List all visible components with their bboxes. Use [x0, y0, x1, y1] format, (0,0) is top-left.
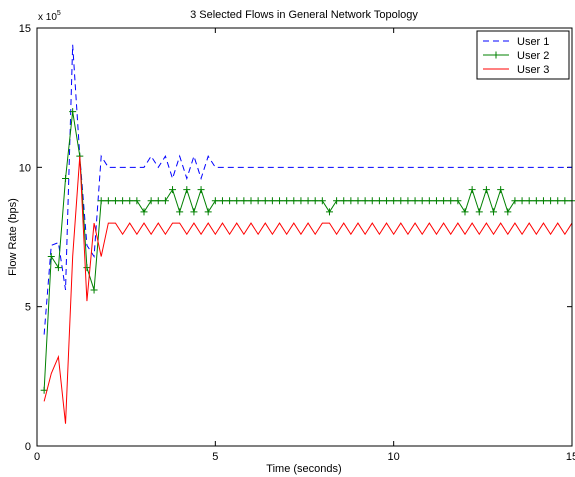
- data-point-user-2: [539, 197, 547, 205]
- data-point-user-2: [147, 197, 155, 205]
- legend-marker-user-2: [492, 51, 500, 59]
- data-point-user-2: [283, 197, 291, 205]
- data-point-user-2: [211, 197, 219, 205]
- data-point-user-2: [440, 197, 448, 205]
- data-point-user-2: [197, 186, 205, 194]
- y-tick-label: 5: [25, 302, 31, 314]
- data-point-user-2: [176, 208, 184, 216]
- data-point-user-2: [468, 186, 476, 194]
- data-point-user-2: [140, 208, 148, 216]
- data-point-user-2: [425, 197, 433, 205]
- data-point-user-2: [311, 197, 319, 205]
- data-point-user-2: [226, 197, 234, 205]
- y-tick-label: 0: [25, 441, 31, 453]
- chart-legend: User 1 User 2 User 3: [476, 30, 570, 80]
- data-point-user-2: [254, 197, 262, 205]
- x-tick-label: 0: [34, 451, 40, 463]
- data-point-user-2: [154, 197, 162, 205]
- data-point-user-2: [333, 197, 341, 205]
- data-point-user-2: [354, 197, 362, 205]
- data-point-user-2: [268, 197, 276, 205]
- y-tick-label: 10: [19, 162, 31, 174]
- data-point-user-2: [183, 186, 191, 194]
- data-point-user-2: [62, 174, 70, 182]
- data-point-user-2: [261, 197, 269, 205]
- data-point-user-2: [547, 197, 555, 205]
- plot-frame: [36, 27, 573, 447]
- data-point-user-2: [90, 286, 98, 294]
- y-multiplier-base: x 10: [38, 12, 57, 23]
- x-axis-label: Time (seconds): [266, 463, 341, 475]
- legend-label-user-2: User 2: [517, 50, 549, 62]
- data-point-user-2: [69, 108, 77, 116]
- data-point-user-2: [126, 197, 134, 205]
- data-point-user-2: [361, 197, 369, 205]
- data-point-user-2: [304, 197, 312, 205]
- data-point-user-2: [169, 186, 177, 194]
- y-axis-label: Flow Rate (bps): [7, 198, 19, 276]
- data-point-user-2: [204, 208, 212, 216]
- data-point-user-2: [297, 197, 305, 205]
- data-point-user-2: [411, 197, 419, 205]
- data-point-user-2: [240, 197, 248, 205]
- data-point-user-2: [47, 253, 55, 261]
- data-point-user-2: [482, 186, 490, 194]
- series-line-user-1: [43, 44, 572, 335]
- series-layer: [40, 44, 575, 424]
- data-point-user-2: [347, 197, 355, 205]
- data-point-user-2: [447, 197, 455, 205]
- x-tick-label: 15: [566, 451, 575, 463]
- series-line-user-3: [43, 156, 573, 424]
- data-point-user-2: [161, 197, 169, 205]
- data-point-user-2: [490, 208, 498, 216]
- data-point-user-2: [97, 197, 105, 205]
- y-multiplier-exponent: 5: [57, 10, 61, 17]
- data-point-user-2: [40, 386, 48, 394]
- data-point-user-2: [375, 197, 383, 205]
- data-point-user-2: [561, 197, 569, 205]
- data-point-user-2: [218, 197, 226, 205]
- y-multiplier: x 105: [38, 10, 61, 23]
- data-point-user-2: [432, 197, 440, 205]
- data-point-user-2: [119, 197, 127, 205]
- data-point-user-2: [454, 197, 462, 205]
- data-point-user-2: [104, 197, 112, 205]
- data-point-user-2: [340, 197, 348, 205]
- data-point-user-2: [404, 197, 412, 205]
- x-tick-label: 5: [212, 451, 218, 463]
- data-point-user-2: [54, 264, 62, 272]
- data-point-user-2: [497, 186, 505, 194]
- data-point-user-2: [325, 208, 333, 216]
- data-point-user-2: [475, 208, 483, 216]
- plot-area: [37, 28, 572, 446]
- data-point-user-2: [247, 197, 255, 205]
- data-point-user-2: [290, 197, 298, 205]
- data-point-user-2: [133, 197, 141, 205]
- data-point-user-2: [461, 208, 469, 216]
- y-tick-label: 15: [19, 23, 31, 35]
- data-point-user-2: [368, 197, 376, 205]
- data-point-user-2: [397, 197, 405, 205]
- legend-label-user-3: User 3: [517, 64, 549, 76]
- data-point-user-2: [554, 197, 562, 205]
- data-point-user-2: [83, 264, 91, 272]
- data-point-user-2: [111, 197, 119, 205]
- data-point-user-2: [383, 197, 391, 205]
- x-tick-label: 10: [388, 451, 400, 463]
- data-point-user-2: [518, 197, 526, 205]
- data-point-user-2: [525, 197, 533, 205]
- data-point-user-2: [190, 208, 198, 216]
- data-point-user-2: [390, 197, 398, 205]
- data-point-user-2: [532, 197, 540, 205]
- data-point-user-2: [276, 197, 284, 205]
- data-point-user-2: [318, 197, 326, 205]
- chart-title: 3 Selected Flows in General Network Topo…: [190, 9, 418, 21]
- legend-label-user-1: User 1: [517, 36, 549, 48]
- data-point-user-2: [418, 197, 426, 205]
- data-point-user-2: [504, 208, 512, 216]
- data-point-user-2: [233, 197, 241, 205]
- data-point-user-2: [511, 197, 519, 205]
